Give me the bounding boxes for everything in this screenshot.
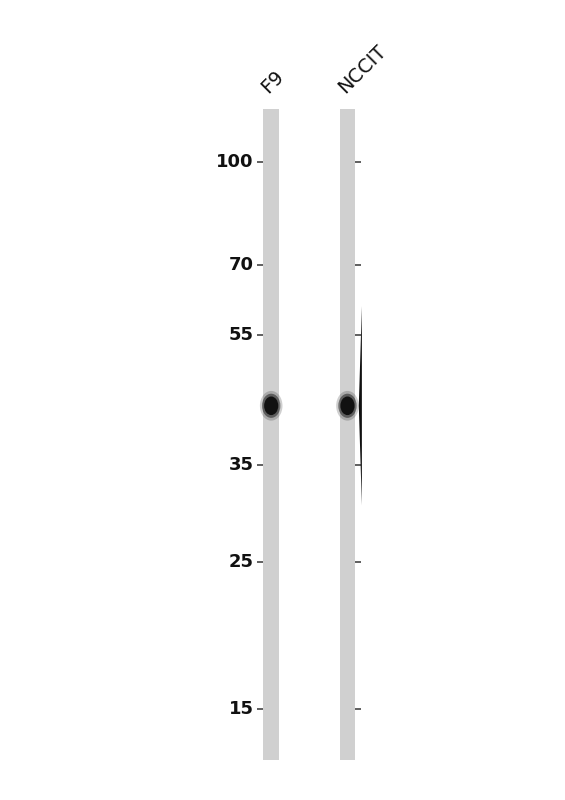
Text: 55: 55 (229, 326, 254, 344)
Polygon shape (359, 306, 362, 506)
Text: 25: 25 (229, 553, 254, 571)
Bar (340, 110, 355, 760)
Text: 15: 15 (229, 701, 254, 718)
Text: 70: 70 (229, 256, 254, 274)
Text: NCCIT: NCCIT (334, 42, 389, 98)
Text: F9: F9 (258, 67, 288, 98)
Ellipse shape (338, 394, 357, 418)
Text: 100: 100 (216, 154, 254, 171)
Bar (263, 110, 279, 760)
Ellipse shape (340, 397, 354, 415)
Ellipse shape (260, 391, 282, 421)
Ellipse shape (262, 394, 280, 418)
Ellipse shape (264, 397, 278, 415)
Ellipse shape (336, 391, 359, 421)
Text: 35: 35 (229, 456, 254, 474)
